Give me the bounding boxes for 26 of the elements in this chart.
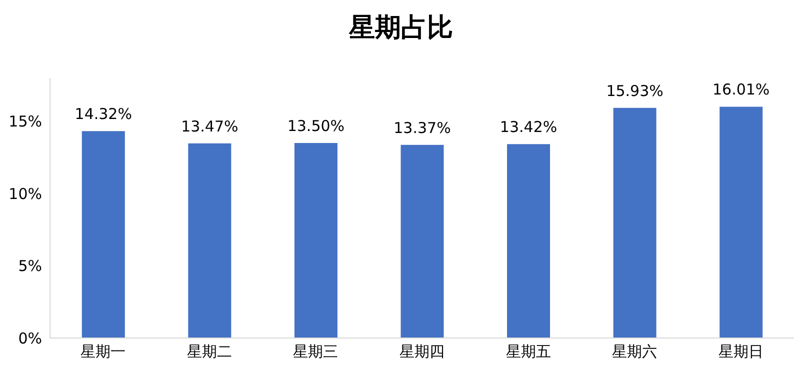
data-label: 13.47% [181,117,238,136]
x-tick-label: 星期四 [400,342,444,361]
x-tick-label: 星期二 [186,342,232,361]
y-tick-label: 5% [18,257,42,276]
data-label: 13.50% [287,117,345,135]
x-tick-label: 星期日 [718,342,764,361]
y-tick-label: 0% [18,329,42,348]
x-tick-label: 星期三 [293,342,338,361]
bar [613,108,656,338]
data-label: 16.01% [712,80,770,99]
x-tick-label: 星期六 [612,342,658,361]
bar [507,144,550,338]
y-tick-label: 15% [8,112,42,131]
x-tick-label: 星期一 [80,342,126,361]
data-label: 13.42% [500,118,558,136]
bar [720,106,763,338]
bar [400,144,444,338]
data-label: 15.93% [606,82,664,100]
x-tick-label: 星期五 [506,342,551,361]
data-label: 14.32% [74,105,132,124]
bar [294,143,338,338]
y-tick-label: 10% [8,184,42,203]
bar [82,131,125,338]
data-label: 13.37% [394,118,451,137]
bar [188,143,232,338]
chart-title: 星期占比 [348,12,454,45]
